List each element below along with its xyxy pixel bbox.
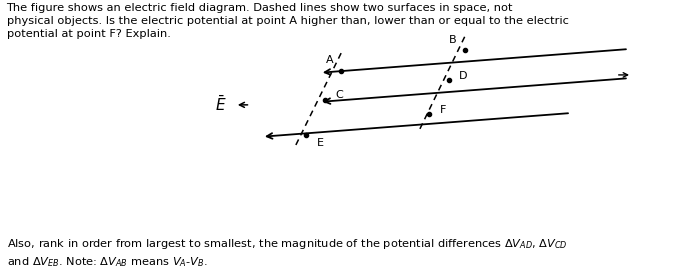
Text: F: F — [441, 105, 447, 115]
Text: C: C — [335, 90, 343, 100]
Text: A: A — [326, 56, 333, 66]
Text: Also, rank in order from largest to smallest, the magnitude of the potential dif: Also, rank in order from largest to smal… — [7, 237, 568, 269]
Text: D: D — [458, 71, 467, 81]
Text: B: B — [449, 35, 457, 45]
Text: The figure shows an electric field diagram. Dashed lines show two surfaces in sp: The figure shows an electric field diagr… — [7, 3, 568, 39]
Text: $\bar{E}$: $\bar{E}$ — [215, 95, 227, 115]
Text: E: E — [316, 138, 323, 148]
